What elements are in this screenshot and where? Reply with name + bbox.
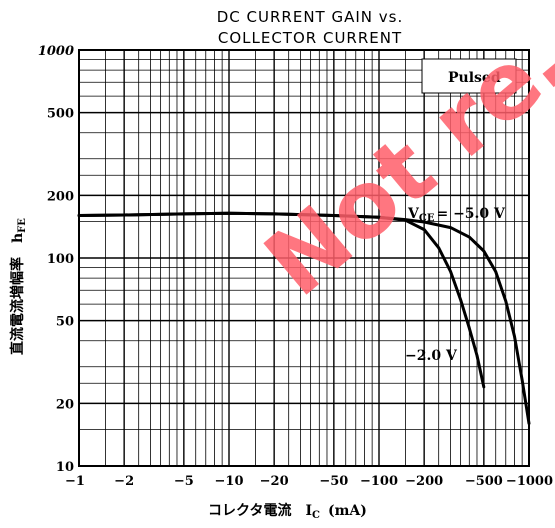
chart-title: DC CURRENT GAIN vs. xyxy=(216,8,404,26)
x-tick-label: −50 xyxy=(319,474,348,489)
x-tick-label: −20 xyxy=(260,474,289,489)
y-axis-label: 直流電流増幅率 hFE xyxy=(9,218,28,355)
x-tick-label: −10 xyxy=(215,474,244,489)
series-lines xyxy=(77,211,531,425)
grid xyxy=(78,50,529,467)
x-tick-label: −500 xyxy=(465,474,503,489)
y-tick-label: 20 xyxy=(56,397,74,412)
y-tick-label: 50 xyxy=(56,315,74,330)
x-axis-label: コレクタ電流 IC (mA) xyxy=(208,502,367,521)
series-line-vce-2v xyxy=(77,211,486,389)
y-tick-label: 10 xyxy=(56,460,74,475)
y-tick-label: 1000 xyxy=(38,44,74,59)
x-tick-label: −2 xyxy=(114,474,134,489)
y-tick-label: 500 xyxy=(47,107,74,122)
x-tick-label: −100 xyxy=(360,474,398,489)
y-tick-label: 200 xyxy=(47,189,74,204)
x-tick-label: −1 xyxy=(65,474,85,489)
y-tick-labels: 1000 500 200 100 50 20 10 xyxy=(38,44,74,475)
plot-border xyxy=(78,49,530,467)
annotation-vce-5v: VCE = −5.0 V xyxy=(407,206,506,224)
y-tick-label: 100 xyxy=(47,252,74,267)
pulsed-box: Pulsed xyxy=(421,58,517,94)
chart-subtitle: COLLECTOR CURRENT xyxy=(217,29,403,47)
x-tick-label: −200 xyxy=(405,474,443,489)
x-tick-labels: −1 −2 −5 −10 −20 −50 −100 −200 −500 −1000 xyxy=(65,474,553,489)
x-tick-label: −1000 xyxy=(506,474,553,489)
plot-frame xyxy=(78,49,530,467)
pulsed-label: Pulsed xyxy=(448,70,501,86)
annotation-2v: −2.0 V xyxy=(405,348,458,364)
x-tick-label: −5 xyxy=(174,474,194,489)
